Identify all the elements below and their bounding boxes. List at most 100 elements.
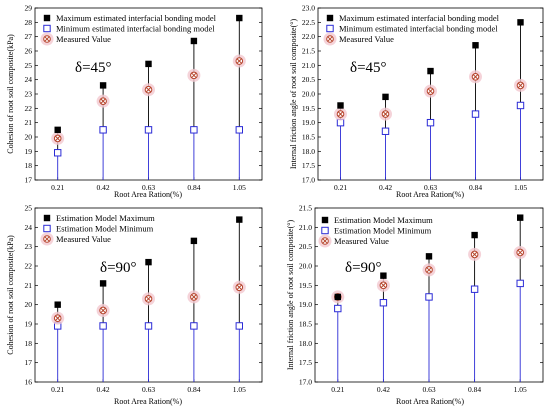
point-filled-square — [99, 280, 107, 287]
y-tick-label: 20.5 — [302, 75, 315, 84]
y-tick-label: 18.5 — [299, 320, 312, 329]
legend-marker-x-circle — [318, 234, 332, 248]
point-open-square — [381, 127, 390, 135]
point-filled-square — [334, 293, 341, 301]
y-tick-label: 25 — [25, 61, 33, 70]
point-open-square — [516, 279, 524, 288]
y-tick-label: 20 — [25, 300, 33, 309]
y-tick-label: 21 — [25, 281, 33, 290]
y-tick-label: 19.5 — [299, 281, 312, 290]
point-x-circle — [142, 83, 155, 97]
y-tick-label: 18 — [25, 161, 33, 170]
y-tick-label: 17 — [25, 358, 33, 367]
point-filled-square — [145, 258, 152, 266]
point-open-square — [190, 126, 198, 134]
point-x-circle — [513, 245, 527, 259]
y-tick-label: 24 — [25, 75, 33, 84]
y-tick-label: 29 — [25, 4, 33, 13]
measured-cross — [191, 294, 197, 300]
point-filled-square — [236, 216, 243, 223]
legend-label: Measured Value — [339, 34, 394, 44]
y-tick-label: 19 — [25, 147, 33, 156]
legend-label: Measured Value — [56, 34, 111, 44]
measured-cross — [472, 74, 479, 80]
y-axis-label: Internal friction angle of root soil com… — [289, 19, 298, 170]
y-tick-label: 24 — [25, 223, 33, 232]
x-tick-label: 0.42 — [379, 183, 392, 192]
point-x-circle — [379, 107, 392, 121]
y-tick-label: 18.5 — [302, 133, 315, 142]
point-filled-square — [380, 272, 387, 279]
y-tick-label: 22 — [25, 262, 33, 271]
point-open-square — [379, 299, 388, 307]
y-tick-label: 16 — [25, 378, 33, 387]
x-axis-label: Root Area Ration(%) — [114, 397, 182, 406]
point-x-circle — [469, 70, 482, 84]
legend-marker-x-circle — [323, 32, 337, 46]
y-tick-label: 17 — [25, 176, 33, 185]
chart-panel-top-right: 17.0 17.5 18.0 18.5 19.0 19.5 20.0 20.5 21.0 21.5… — [289, 4, 544, 199]
y-tick-label: 22 — [25, 104, 33, 113]
legend-marker-open-square — [43, 24, 51, 33]
x-tick-label: 0.84 — [468, 385, 481, 394]
x-tick-label: 0.21 — [331, 385, 344, 394]
x-tick-label: 1.05 — [514, 385, 527, 394]
delta-annotation: δ=90° — [345, 260, 382, 276]
point-filled-square — [427, 67, 434, 75]
measured-cross — [236, 58, 242, 64]
delta-annotation: δ=45° — [350, 60, 387, 76]
point-filled-square — [99, 82, 107, 89]
point-open-square — [235, 126, 244, 134]
point-filled-square — [190, 237, 198, 245]
legend-label: Estimation Model Minimum — [56, 224, 154, 234]
measured-cross — [100, 98, 106, 104]
x-tick-label: 0.63 — [142, 183, 155, 192]
point-x-circle — [334, 107, 347, 121]
measured-cross — [55, 135, 61, 142]
y-tick-label: 21 — [25, 118, 33, 127]
point-filled-square — [145, 60, 152, 68]
point-open-square — [190, 322, 198, 330]
measured-cross — [380, 282, 387, 288]
x-tick-label: 0.84 — [469, 183, 482, 192]
point-filled-square — [54, 301, 61, 308]
legend-label: Measured Value — [56, 234, 111, 244]
legend-marker-filled-square — [43, 214, 51, 222]
point-filled-square — [190, 37, 198, 45]
point-filled-square — [471, 231, 478, 239]
point-open-square — [144, 322, 153, 330]
point-x-circle — [96, 94, 110, 108]
measured-cross — [322, 238, 328, 244]
delta-annotation: δ=90° — [100, 260, 137, 276]
point-x-circle — [468, 247, 482, 261]
x-tick-label: 0.21 — [51, 385, 64, 394]
measured-cross — [382, 111, 389, 117]
x-tick-label: 0.63 — [424, 183, 437, 192]
point-x-circle — [142, 292, 155, 306]
point-open-square — [516, 101, 525, 110]
x-tick-label: 0.21 — [334, 183, 347, 192]
x-tick-label: 0.84 — [187, 183, 200, 192]
legend-label: Measured Value — [334, 236, 389, 246]
legend-marker-open-square — [326, 24, 334, 33]
x-tick-label: 0.42 — [377, 385, 390, 394]
y-tick-label: 20 — [25, 133, 33, 142]
point-x-circle — [51, 131, 65, 145]
y-tick-label: 22.0 — [302, 32, 315, 41]
y-axis-label: Cohesion of root soil composite(kPa) — [6, 34, 15, 154]
point-open-square — [54, 149, 62, 157]
y-tick-label: 17.5 — [302, 161, 315, 170]
x-tick-label: 0.42 — [97, 385, 110, 394]
x-tick-label: 0.63 — [422, 385, 435, 394]
y-tick-label: 20.5 — [299, 242, 312, 251]
measured-cross — [55, 315, 61, 321]
point-x-circle — [422, 263, 436, 277]
legend-marker-filled-square — [321, 216, 329, 224]
chart-panel-bottom-right: 17.0 17.5 18.0 18.5 19.0 19.5 20.0 20.5 21.0 21.5… — [286, 204, 544, 406]
y-tick-label: 19.5 — [302, 104, 315, 113]
point-x-circle — [187, 290, 201, 304]
measured-cross — [44, 236, 50, 242]
y-tick-label: 23 — [25, 242, 33, 251]
measured-cross — [517, 82, 524, 89]
legend-marker-open-square — [321, 226, 329, 235]
